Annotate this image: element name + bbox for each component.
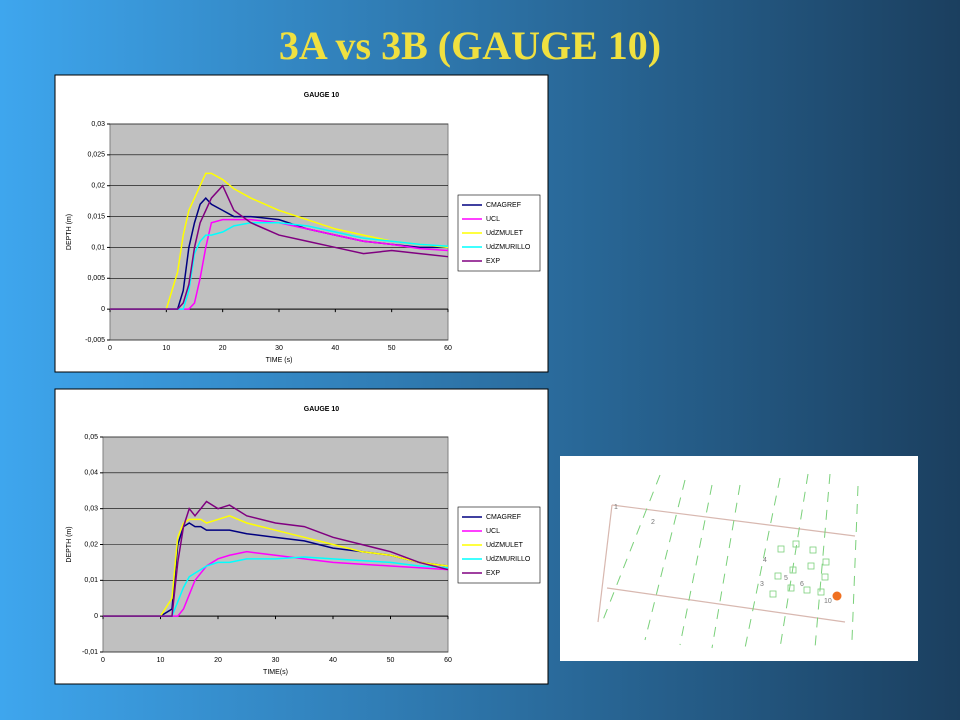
y-tick-label: 0,05 <box>84 434 98 441</box>
plot-area <box>109 123 449 341</box>
y-tick-label: 0,02 <box>91 183 105 190</box>
y-tick-label: 0 <box>94 613 98 620</box>
series-line <box>110 172 449 310</box>
y-tick-label: 0,015 <box>87 213 105 220</box>
x-tick-label: 40 <box>329 657 337 664</box>
gauge-labels: 1 2 3 4 5 6 10 <box>614 504 832 605</box>
series-line <box>103 550 449 617</box>
legend-label: EXP <box>486 570 500 577</box>
chart-title: GAUGE 10 <box>304 406 340 413</box>
map-blocks <box>769 540 830 598</box>
gauge-label: 10 <box>824 598 832 605</box>
y-tick-label: 0 <box>101 306 105 313</box>
map-dashes <box>602 473 859 649</box>
legend-label: UdZMULET <box>486 542 524 549</box>
y-tick-label: 0,01 <box>84 577 98 584</box>
y-axis-label: DEPTH (m) <box>66 526 73 562</box>
x-tick-label: 50 <box>388 345 396 352</box>
site-map: 1 2 3 4 5 6 10 <box>560 456 918 661</box>
y-tick-label: 0,025 <box>87 152 105 159</box>
legend-label: UCL <box>486 528 500 535</box>
y-tick-label: -0,005 <box>85 337 105 344</box>
gauge-label: 6 <box>800 581 804 588</box>
gauge-label: 4 <box>763 557 767 564</box>
gauge-marker <box>832 591 842 601</box>
gauge-label: 3 <box>760 581 764 588</box>
legend-label: UdZMURILLO <box>486 244 531 251</box>
x-tick-label: 20 <box>214 657 222 664</box>
x-tick-label: 10 <box>162 345 170 352</box>
legend-label: UdZMULET <box>486 230 524 237</box>
x-axis-label: TIME(s) <box>263 669 288 676</box>
y-tick-label: 0,03 <box>91 121 105 128</box>
y-axis-label: DEPTH (m) <box>66 214 73 250</box>
legend-label: CMAGREF <box>486 514 521 521</box>
x-tick-label: 0 <box>101 657 105 664</box>
x-tick-label: 60 <box>444 657 452 664</box>
x-tick-label: 30 <box>272 657 280 664</box>
legend-label: UCL <box>486 216 500 223</box>
y-tick-label: 0,005 <box>87 275 105 282</box>
x-tick-label: 0 <box>108 345 112 352</box>
gauge-label: 1 <box>614 504 618 511</box>
series-line <box>103 515 449 617</box>
x-tick-label: 50 <box>387 657 395 664</box>
y-tick-label: 0,01 <box>91 244 105 251</box>
x-tick-label: 60 <box>444 345 452 352</box>
y-tick-label: -0,01 <box>82 649 98 656</box>
series-line <box>110 184 449 310</box>
gauge-label: 2 <box>651 519 655 526</box>
x-axis-label: TIME (s) <box>266 357 293 364</box>
slide-title: 3A vs 3B (GAUGE 10) <box>279 23 661 68</box>
y-tick-label: 0,02 <box>84 541 98 548</box>
x-tick-label: 30 <box>275 345 283 352</box>
gauge-label: 5 <box>784 575 788 582</box>
y-tick-label: 0,04 <box>84 470 98 477</box>
y-tick-label: 0,03 <box>84 506 98 513</box>
x-tick-label: 20 <box>219 345 227 352</box>
chart-title: GAUGE 10 <box>304 92 340 99</box>
map-frame <box>560 456 918 661</box>
legend-label: UdZMURILLO <box>486 556 531 563</box>
legend-label: CMAGREF <box>486 202 521 209</box>
legend-label: EXP <box>486 258 500 265</box>
series-line <box>103 500 449 617</box>
x-tick-label: 40 <box>331 345 339 352</box>
x-tick-label: 10 <box>157 657 165 664</box>
